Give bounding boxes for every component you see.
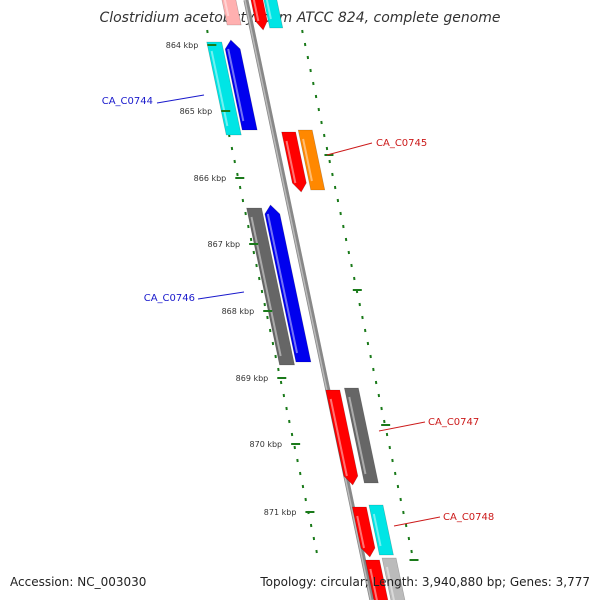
rna-block-shine bbox=[372, 513, 382, 547]
rna-block-shine bbox=[265, 0, 272, 20]
cds-arrow-shine bbox=[266, 213, 299, 354]
rna-block bbox=[368, 504, 394, 556]
kbp-tick-label: 866 kbp bbox=[194, 174, 227, 183]
gene-block bbox=[344, 387, 379, 484]
backbone-highlight bbox=[244, 0, 372, 600]
gene-block-shine bbox=[385, 566, 395, 600]
cds-arrow bbox=[325, 389, 359, 486]
topology-text: Topology: circular; Length: 3,940,880 bp… bbox=[260, 575, 590, 589]
rna-block bbox=[221, 0, 242, 26]
rna-block bbox=[263, 0, 284, 29]
feature-arrows bbox=[206, 0, 406, 600]
gene-label: CA_C0747 bbox=[428, 417, 479, 428]
gene-labels: CA_C0744 CA_C0745 CA_C0746 CA_C0747 CA_C0748 bbox=[102, 94, 494, 527]
kbp-ticks: 864 kbp 865 kbp 866 kbp 867 kbp 868 kbp 869 k… bbox=[166, 41, 419, 561]
gene-leader-line bbox=[326, 142, 373, 156]
gene-block-shine bbox=[348, 396, 367, 475]
kbp-tick-label: 868 kbp bbox=[222, 307, 255, 316]
kbp-tick-label: 864 kbp bbox=[166, 41, 199, 50]
kbp-tick-label: 870 kbp bbox=[250, 440, 283, 449]
cds-arrow bbox=[250, 0, 268, 31]
gene-label: CA_C0746 bbox=[144, 293, 195, 304]
gene-leader-line bbox=[197, 291, 245, 300]
gene-block-shine bbox=[250, 216, 282, 357]
rna-block-shine bbox=[210, 50, 229, 127]
kbp-tick-label: 865 kbp bbox=[180, 107, 213, 116]
gene-leader-line bbox=[378, 421, 426, 432]
gene-label: CA_C0745 bbox=[376, 138, 427, 149]
gene-leader-line bbox=[393, 516, 441, 527]
map-title: Clostridium acetobutylicum ATCC 824, com… bbox=[99, 10, 501, 26]
cds-arrow-shine bbox=[329, 398, 348, 477]
rna-block-shine bbox=[223, 0, 230, 17]
cds-arrow-shine bbox=[252, 0, 260, 22]
backbone-line bbox=[243, 0, 375, 600]
gene-leader-line bbox=[156, 94, 205, 104]
cds-arrow bbox=[224, 39, 258, 131]
orf-block bbox=[297, 129, 326, 191]
kbp-tick-label: 867 kbp bbox=[208, 240, 241, 249]
rna-block bbox=[206, 41, 242, 136]
cds-arrow bbox=[352, 506, 376, 558]
cds-arrow-shine bbox=[285, 140, 297, 184]
cds-arrow bbox=[264, 204, 312, 363]
cds-arrow-shine bbox=[369, 568, 378, 600]
cds-arrow-shine bbox=[227, 48, 245, 122]
kbp-tick-label: 871 kbp bbox=[264, 508, 297, 517]
kbp-tick-label: 869 kbp bbox=[236, 374, 269, 383]
gene-block bbox=[246, 207, 295, 366]
cds-arrow bbox=[365, 559, 389, 600]
cds-arrow-shine bbox=[356, 515, 365, 549]
gene-block bbox=[381, 557, 406, 600]
gene-label: CA_C0748 bbox=[443, 512, 494, 523]
sequence-backbone bbox=[243, 0, 375, 600]
gene-label: CA_C0744 bbox=[102, 96, 153, 107]
cds-arrow bbox=[281, 131, 307, 193]
orf-block-shine bbox=[302, 138, 313, 182]
accession-text: Accession: NC_003030 bbox=[10, 575, 147, 589]
